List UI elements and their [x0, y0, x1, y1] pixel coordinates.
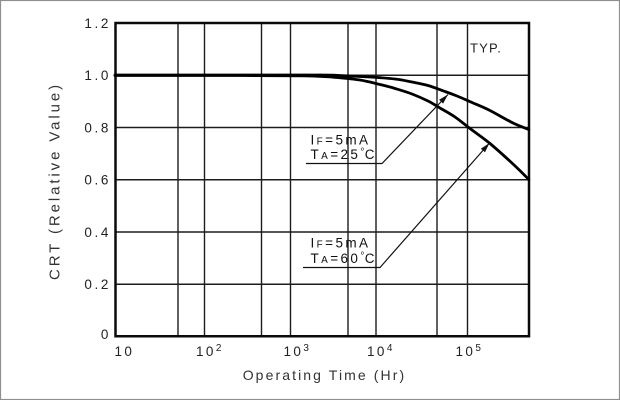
- svg-text:TYP.: TYP.: [470, 41, 502, 56]
- svg-text:0.2: 0.2: [84, 277, 111, 292]
- svg-text:0.4: 0.4: [84, 225, 111, 240]
- svg-text:0.8: 0.8: [84, 121, 111, 136]
- svg-text:0: 0: [101, 327, 111, 342]
- svg-text:IF=5mA: IF=5mA: [311, 235, 371, 250]
- svg-text:10: 10: [115, 344, 135, 359]
- svg-text:IF=5mA: IF=5mA: [311, 132, 371, 147]
- svg-text:CRT (Relative Value): CRT (Relative Value): [47, 82, 64, 280]
- svg-text:Operating Time (Hr): Operating Time (Hr): [243, 367, 407, 383]
- svg-text:104: 104: [367, 343, 395, 359]
- svg-text:102: 102: [196, 343, 224, 359]
- svg-text:1.0: 1.0: [84, 68, 111, 83]
- svg-text:103: 103: [284, 343, 312, 359]
- svg-text:TA=60°C: TA=60°C: [311, 251, 377, 266]
- svg-text:TA=25°C: TA=25°C: [311, 147, 377, 162]
- svg-text:1.2: 1.2: [84, 16, 111, 31]
- svg-text:0.6: 0.6: [84, 173, 111, 188]
- svg-text:105: 105: [456, 343, 484, 359]
